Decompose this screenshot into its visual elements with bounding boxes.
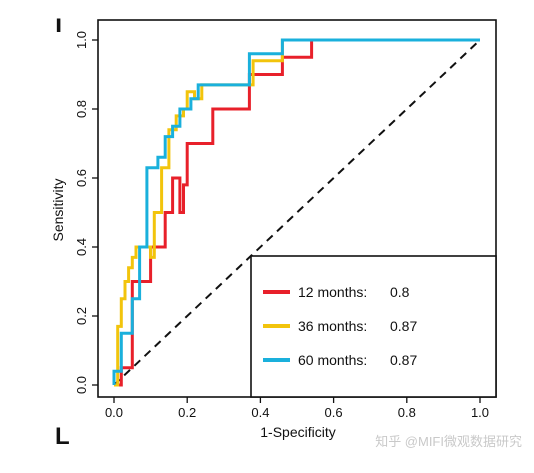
x-tick-label: 0.0 bbox=[105, 405, 123, 420]
legend-label: 12 months: bbox=[298, 284, 367, 300]
y-tick-label: 0.6 bbox=[74, 169, 89, 187]
y-tick-label: 0.4 bbox=[74, 238, 89, 256]
legend-label: 60 months: bbox=[298, 352, 367, 368]
y-tick-label: 0.0 bbox=[74, 376, 89, 394]
corner-mark-top-left: ı bbox=[55, 8, 62, 38]
roc-curves bbox=[112, 38, 481, 387]
series-line-2 bbox=[114, 38, 480, 387]
legend: 12 months: 0.8 36 months: 0.87 60 months: 0.8… bbox=[250, 255, 497, 398]
legend-auc: 0.87 bbox=[390, 352, 417, 368]
x-tick-label: 1.0 bbox=[471, 405, 489, 420]
watermark: 知乎 @MIFI微观数据研究 bbox=[375, 434, 522, 449]
axes: 0.0 0.2 0.4 0.6 0.8 1.0 0.0 0.2 0.4 0.6 0.8 1.0 bbox=[74, 19, 497, 420]
legend-box bbox=[250, 255, 497, 398]
corner-marks: ı L bbox=[55, 8, 70, 450]
x-tick-label: 0.8 bbox=[398, 405, 416, 420]
y-axis-label: Sensitivity bbox=[50, 178, 66, 241]
y-tick-label: 1.0 bbox=[74, 31, 89, 49]
legend-auc: 0.87 bbox=[390, 318, 417, 334]
x-tick-label: 0.6 bbox=[325, 405, 343, 420]
y-tick-label: 0.8 bbox=[74, 100, 89, 118]
x-tick-label: 0.2 bbox=[178, 405, 196, 420]
series-line-3 bbox=[112, 38, 480, 385]
x-axis-label: 1-Specificity bbox=[260, 424, 335, 440]
corner-mark-bottom-left: L bbox=[55, 423, 70, 450]
x-tick-label: 0.4 bbox=[251, 405, 269, 420]
legend-auc: 0.8 bbox=[390, 284, 410, 300]
y-tick-label: 0.2 bbox=[74, 307, 89, 325]
series-line-1 bbox=[114, 38, 480, 387]
legend-label: 36 months: bbox=[298, 318, 367, 334]
